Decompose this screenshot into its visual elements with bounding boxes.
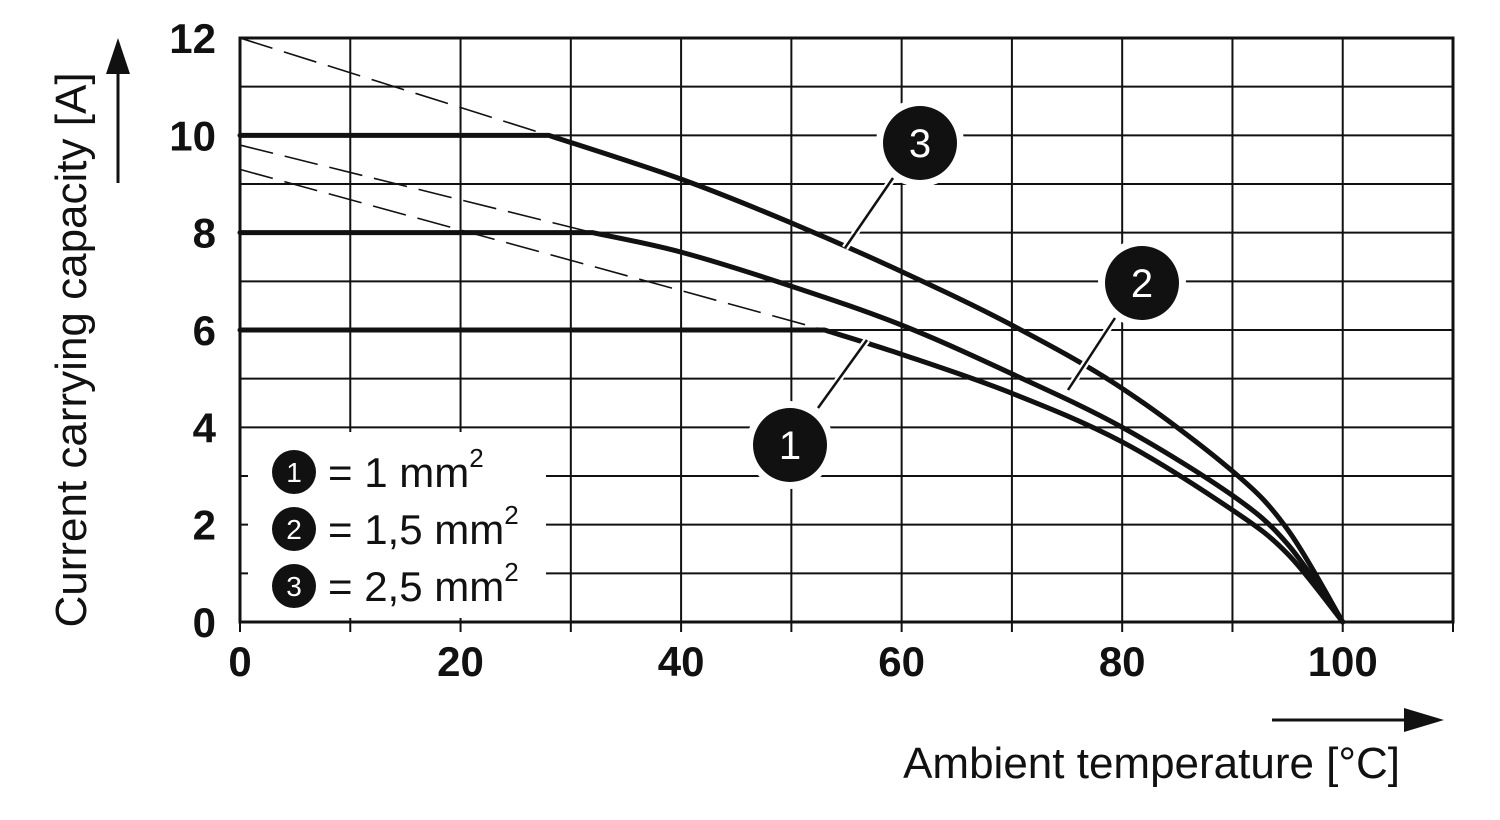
legend-item: 2 = 1,5 mm2 [272,500,519,553]
legend-badge-2 [272,507,316,551]
legend-label-superscript: 2 [469,443,483,473]
callout-badge-label: 1 [779,424,801,468]
callout-1: 1 [746,337,870,489]
x-tick-label: 60 [878,638,925,685]
series-3-line [237,132,1346,625]
legend-label: = 2,5 mm2 [328,557,519,610]
y-tick-label: 10 [169,112,216,159]
series-2-line [237,230,1346,625]
x-tick-label: 40 [658,638,705,685]
callout-leader-line [816,339,869,409]
y-tick-label: 8 [193,210,216,257]
y-axis-label: Current carrying capacity [A] [47,72,96,627]
legend-label: = 1 mm2 [328,443,484,496]
legend-badge-3 [272,564,316,608]
legend-label-superscript: 2 [504,500,518,530]
callout-badge [753,408,827,482]
legend-item: 3 = 2,5 mm2 [272,557,519,610]
callout-leader-line [843,177,895,249]
x-tick-labels: 0 20 40 60 80 100 [228,638,1377,685]
legend-label: = 1,5 mm2 [328,500,519,553]
legend-label-superscript: 2 [504,557,518,587]
x-axis-arrow-head [1404,708,1444,732]
y-tick-labels: 0 2 4 6 8 10 12 [169,15,216,646]
series-1-line [237,327,1346,625]
series-lines [237,132,1346,625]
x-tick-label: 20 [437,638,484,685]
legend-badge-label: 1 [286,457,302,488]
legend-badge-label: 3 [286,571,302,602]
y-tick-label: 4 [193,404,217,451]
y-tick-label: 6 [193,307,216,354]
plot-border [238,36,1455,624]
dashed-extensions [239,37,825,331]
y-tick-label: 0 [193,599,216,646]
callout-3: 3 [842,99,964,250]
callout-badge-label: 2 [1131,262,1153,306]
series-3-dashed-extension [239,37,550,137]
legend-item: 1 = 1 mm2 [272,443,484,496]
x-axis-label: Ambient temperature [°C] [903,739,1400,788]
series-1-dashed-extension [239,168,825,331]
y-axis-arrow-head [106,38,130,74]
callout-badge [883,106,957,180]
plot-frame [238,36,1455,624]
callout-2: 2 [1065,239,1186,392]
callout-leader-line [1066,317,1117,391]
x-tick-label: 0 [228,638,251,685]
legend-badge-label: 2 [286,514,302,545]
x-tick-label: 80 [1099,638,1146,685]
series-callouts: 1 2 3 [746,99,1186,489]
callout-badge-label: 3 [909,122,931,166]
series-2-dashed-extension [239,144,594,234]
y-tick-label: 2 [193,502,216,549]
y-tick-label: 12 [169,15,216,62]
legend-badge-1 [272,450,316,494]
x-tick-label: 100 [1308,638,1378,685]
callout-badge [1105,246,1179,320]
